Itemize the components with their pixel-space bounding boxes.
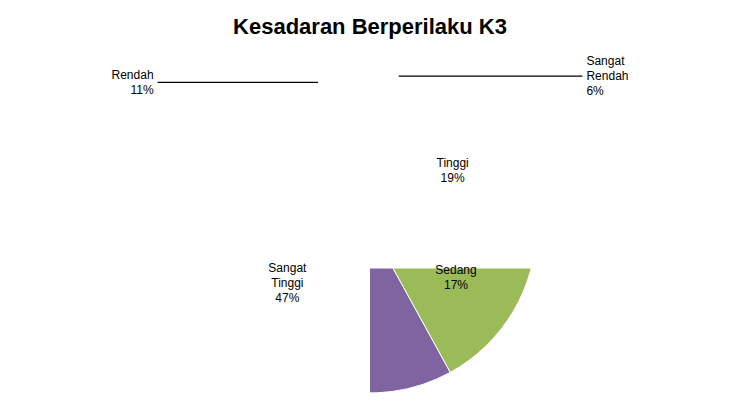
data-label-line: 19% [441,171,465,185]
data-label-line: Rendah [112,68,154,82]
title: Kesadaran Berperilaku K3 [233,14,507,39]
leader-line [158,82,319,83]
data-label: Sedang17% [435,263,476,292]
data-label-line: Sangat [268,261,307,275]
data-label-line: Tinggi [437,156,469,170]
pie-slice [370,269,450,393]
data-label-line: Sedang [435,263,476,277]
data-label-line: Sangat [586,54,625,68]
slices [370,269,537,393]
data-label-line: 17% [444,278,468,292]
data-label: Tinggi19% [437,156,469,185]
data-label: Rendah11% [112,68,154,97]
data-label-line: 47% [275,291,299,305]
chart: Kesadaran Berperilaku K3SangatRendah6%Ti… [0,0,740,401]
data-label-line: 11% [130,83,153,97]
data-label: SangatTinggi47% [268,261,307,305]
data-label-line: 6% [586,84,604,98]
leader-line [399,75,583,76]
data-label: SangatRendah6% [586,54,628,98]
data-label-line: Rendah [586,69,628,83]
data-labels: SangatRendah6%Tinggi19%Sedang17%SangatTi… [112,54,629,305]
data-label-line: Tinggi [271,276,303,290]
